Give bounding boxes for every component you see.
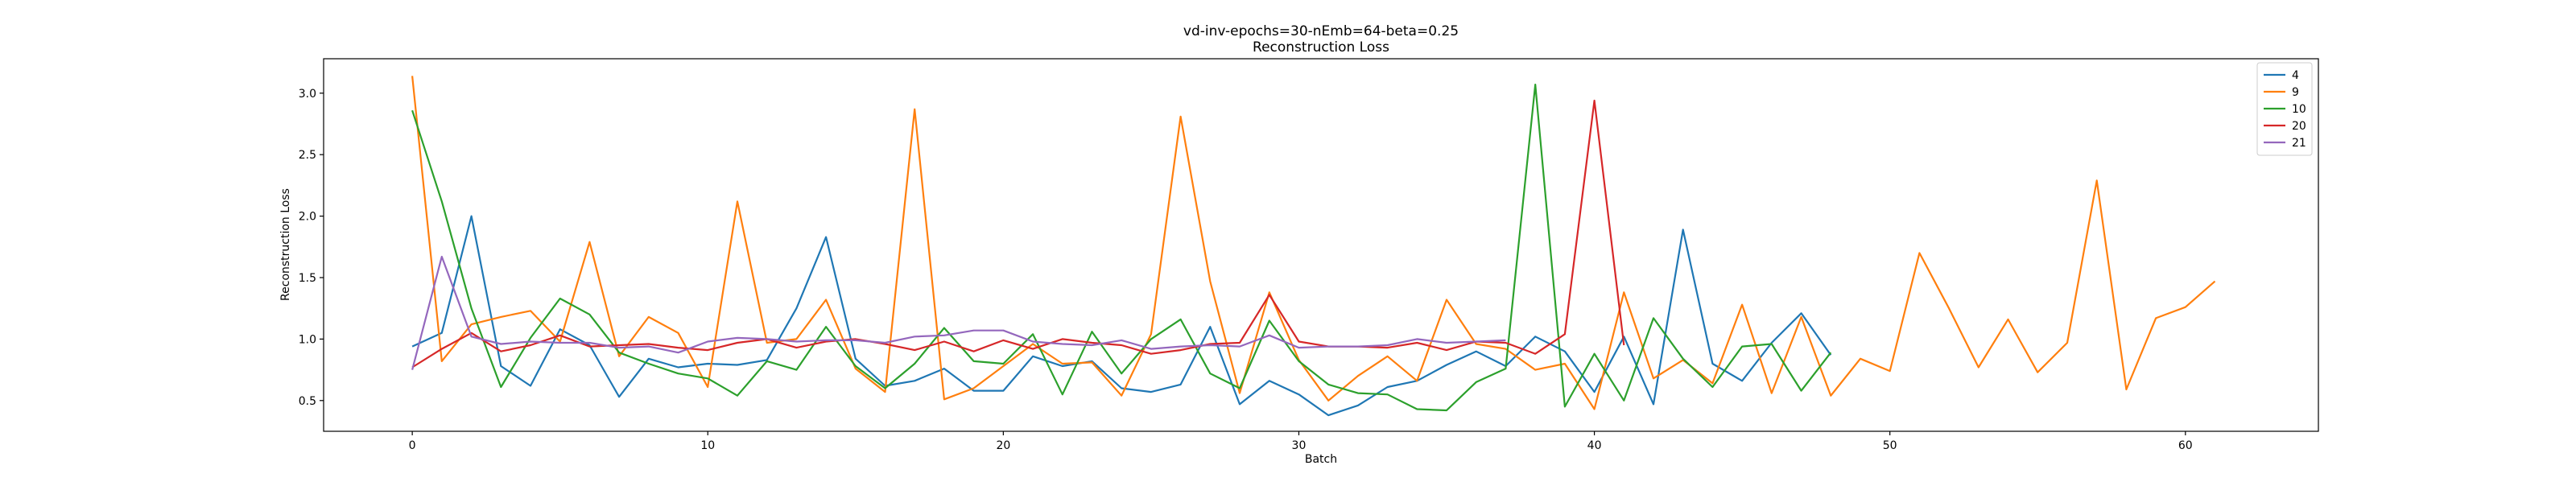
series-line-9	[411, 76, 2216, 410]
y-tick-label: 3.0	[299, 88, 316, 101]
series-line-10	[411, 83, 1832, 412]
y-tick-label: 1.0	[299, 333, 316, 346]
x-tick-label: 40	[1587, 439, 1602, 452]
plot-lines	[411, 76, 2216, 417]
plot-frame	[323, 58, 2319, 432]
legend-label: 20	[2292, 120, 2306, 133]
legend-label: 10	[2292, 103, 2306, 116]
y-tick-label: 1.5	[299, 272, 316, 285]
x-tick-label: 30	[1292, 439, 1307, 452]
x-axis-label: Batch	[1305, 453, 1337, 466]
x-tick-label: 20	[996, 439, 1010, 452]
series-line-21	[411, 255, 1506, 370]
chart-title: vd-inv-epochs=30-nEmb=64-beta=0.25	[1183, 23, 1459, 39]
x-tick-label: 60	[2178, 439, 2193, 452]
legend-label: 9	[2292, 86, 2299, 99]
y-axis-label: Reconstruction Loss	[279, 188, 292, 301]
series-line-4	[411, 215, 1832, 417]
legend: 4 9 10 20 21	[2256, 62, 2313, 156]
axis-ticks: 0 10 20 30 40 50 60 0.5 1.0 1.5 2.0 2.5 3.0	[299, 88, 2193, 452]
x-tick-label: 0	[409, 439, 416, 452]
x-tick-label: 10	[700, 439, 715, 452]
series-line-20	[411, 99, 1625, 369]
legend-label: 21	[2292, 137, 2306, 150]
y-tick-label: 2.0	[299, 211, 316, 224]
y-tick-label: 0.5	[299, 395, 316, 408]
y-tick-label: 2.5	[299, 149, 316, 162]
legend-label: 4	[2292, 69, 2299, 82]
chart-subtitle: Reconstruction Loss	[1253, 39, 1389, 56]
x-tick-label: 50	[1883, 439, 1897, 452]
